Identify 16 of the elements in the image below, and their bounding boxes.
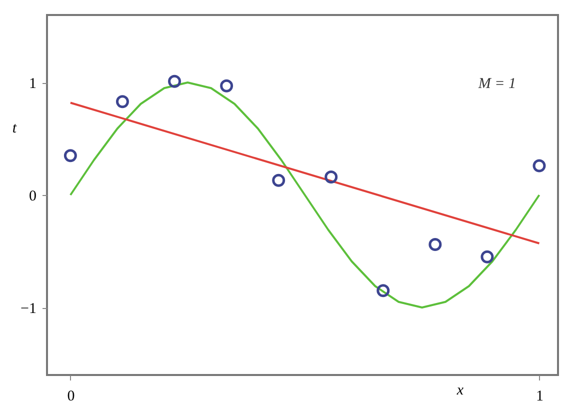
y-tick-label: 1 (29, 76, 36, 92)
point (220, 79, 234, 92)
point (272, 174, 286, 187)
x-axis-title: x (456, 382, 464, 398)
point (428, 238, 442, 251)
point (116, 95, 129, 108)
point (64, 149, 77, 162)
point (480, 250, 494, 264)
point (532, 159, 546, 172)
y-tick-label: 0 (29, 188, 36, 204)
point (376, 284, 390, 298)
y-axis-title: t (12, 120, 18, 136)
annotation: M = 1 (477, 76, 516, 92)
point (168, 74, 182, 88)
y-tick-label: −1 (20, 301, 36, 317)
point (324, 170, 338, 184)
